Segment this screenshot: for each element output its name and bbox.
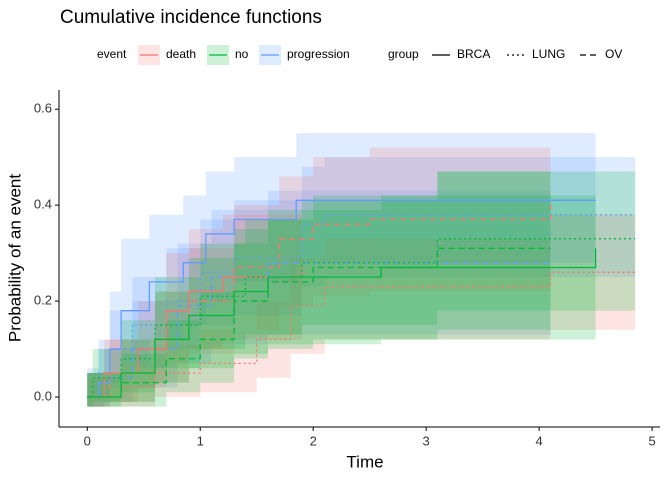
- x-tick-label: 4: [536, 433, 543, 448]
- confidence-band: [87, 200, 636, 407]
- confidence-band: [87, 171, 551, 407]
- y-tick-label: 0.0: [34, 388, 52, 403]
- confidence-band: [87, 109, 551, 407]
- cif-line: [87, 199, 596, 398]
- x-tick-label: 1: [197, 433, 204, 448]
- cif-line: [87, 248, 597, 398]
- confidence-band: [87, 133, 596, 407]
- x-tick-label: 3: [423, 433, 430, 448]
- y-axis-title: Probability of an event: [5, 174, 24, 342]
- cif-line: [87, 271, 636, 398]
- cif-line: [87, 267, 303, 398]
- chart-title: Cumulative incidence functions: [60, 7, 322, 28]
- y-tick-label: 0.4: [34, 197, 52, 212]
- legend-label: BRCA: [457, 47, 490, 61]
- cif-line: [87, 238, 636, 398]
- x-axis-title: Time: [346, 452, 383, 471]
- confidence-band: [87, 190, 551, 407]
- cif-line: [87, 247, 551, 398]
- legend-label: no: [235, 47, 249, 61]
- confidence-band: [87, 157, 636, 407]
- legend-label: progression: [287, 47, 350, 61]
- confidence-band: [87, 166, 596, 407]
- legend-title: group: [388, 47, 419, 61]
- x-tick-label: 5: [648, 433, 655, 448]
- y-tick-label: 0.2: [34, 293, 52, 308]
- legend-label: OV: [605, 47, 622, 61]
- legend-title: event: [97, 47, 127, 61]
- legend-label: death: [166, 47, 196, 61]
- y-tick-label: 0.6: [34, 101, 52, 116]
- x-tick-label: 2: [310, 433, 317, 448]
- x-tick-label: 0: [84, 433, 91, 448]
- confidence-band: [87, 205, 302, 407]
- confidence-band: [87, 171, 636, 407]
- legend-label: LUNG: [532, 47, 565, 61]
- cif-line: [87, 214, 636, 398]
